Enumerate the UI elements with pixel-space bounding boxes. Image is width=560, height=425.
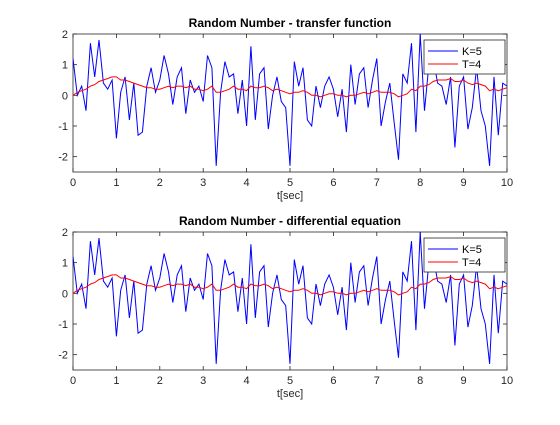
x-tick-label: 3	[200, 375, 206, 387]
y-tick-label: -1	[58, 121, 68, 133]
y-tick-label: -1	[58, 319, 68, 331]
legend-label-1: K=5	[462, 244, 482, 256]
x-tick-label: 7	[374, 375, 380, 387]
y-tick-label: 1	[62, 258, 68, 270]
x-tick-label: 1	[113, 375, 119, 387]
x-tick-label: 6	[330, 177, 336, 189]
series-line-2	[73, 76, 507, 98]
y-tick-label: -2	[58, 350, 68, 362]
x-tick-label: 10	[501, 177, 513, 189]
chart-panel-2: 0 1 2 3 4 5 6 7 8 9 10 -2 -1 0 1 2 Random Number - diffe…	[58, 214, 513, 400]
x-axis-label: t[sec]	[277, 190, 303, 202]
x-tick-label: 6	[330, 375, 336, 387]
x-tick-label: 2	[157, 375, 163, 387]
y-tick-label: -2	[58, 152, 68, 164]
y-tick-label: 0	[62, 90, 68, 102]
legend-box	[423, 237, 506, 273]
chart-title: Random Number - differential equation	[179, 214, 401, 228]
x-tick-label: 3	[200, 177, 206, 189]
legend-label-2: T=4	[462, 59, 481, 71]
x-tick-label: 10	[501, 375, 513, 387]
legend: K=5T=4	[423, 39, 506, 75]
y-tick-label: 1	[62, 60, 68, 72]
x-tick-label: 7	[374, 177, 380, 189]
chart-panel-1: 0 1 2 3 4 5 6 7 8 9 10 -2 -1 0 1 2 Random Number - trans…	[58, 16, 513, 202]
x-tick-label: 0	[70, 177, 76, 189]
legend-label-1: K=5	[462, 46, 482, 58]
chart-title: Random Number - transfer function	[189, 16, 392, 30]
x-tick-label: 9	[461, 375, 467, 387]
x-tick-label: 4	[244, 375, 250, 387]
x-tick-label: 8	[417, 177, 423, 189]
y-tick-label: 2	[62, 227, 68, 239]
x-tick-label: 4	[244, 177, 250, 189]
legend-box	[423, 39, 506, 75]
legend: K=5T=4	[423, 237, 506, 273]
series-line-2	[73, 274, 507, 296]
y-tick-label: 2	[62, 29, 68, 41]
y-tick-label: 0	[62, 288, 68, 300]
x-tick-label: 2	[157, 177, 163, 189]
x-tick-label: 5	[287, 177, 293, 189]
x-tick-label: 0	[70, 375, 76, 387]
x-tick-label: 8	[417, 375, 423, 387]
x-tick-label: 9	[461, 177, 467, 189]
x-axis-label: t[sec]	[277, 388, 303, 400]
x-tick-label: 5	[287, 375, 293, 387]
x-tick-label: 1	[113, 177, 119, 189]
legend-label-2: T=4	[462, 257, 481, 269]
